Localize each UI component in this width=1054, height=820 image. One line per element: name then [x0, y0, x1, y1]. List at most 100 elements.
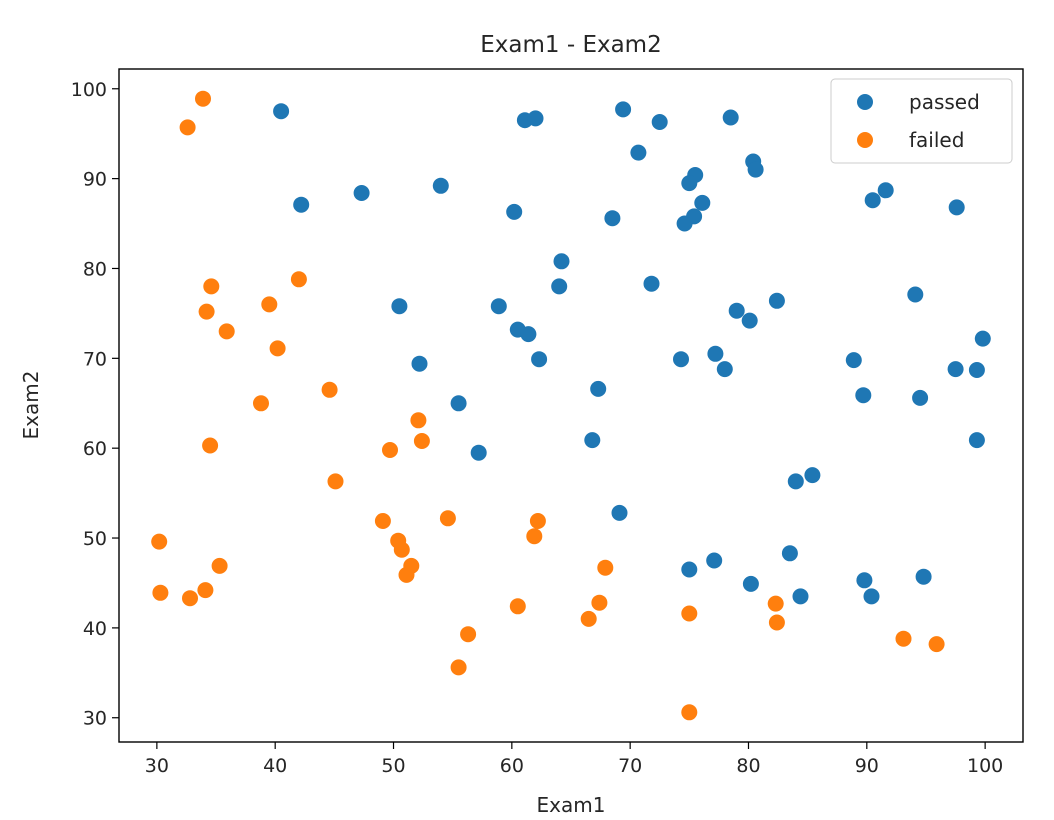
- point-passed-13: [681, 175, 698, 192]
- point-failed-26: [152, 584, 169, 601]
- point-passed-43: [855, 387, 872, 404]
- point-passed-57: [856, 572, 873, 589]
- point-passed-58: [863, 588, 880, 605]
- point-passed-22: [553, 253, 570, 270]
- point-failed-18: [526, 528, 543, 545]
- point-passed-25: [768, 292, 785, 309]
- y-tick-label-30: 30: [83, 708, 107, 730]
- y-tick-label-40: 40: [83, 618, 107, 640]
- point-failed-7: [269, 340, 286, 357]
- point-failed-29: [591, 594, 608, 611]
- point-failed-3: [203, 278, 220, 295]
- point-passed-14: [877, 182, 894, 199]
- point-failed-5: [198, 303, 215, 320]
- legend-marker-passed: [857, 94, 873, 110]
- point-passed-42: [590, 380, 607, 397]
- point-failed-25: [597, 559, 614, 576]
- point-failed-36: [928, 636, 945, 653]
- point-passed-17: [694, 194, 711, 211]
- x-tick-label-40: 40: [263, 755, 287, 777]
- point-failed-31: [767, 595, 784, 612]
- point-failed-28: [197, 582, 214, 599]
- x-tick-label-80: 80: [736, 755, 760, 777]
- point-passed-30: [391, 298, 408, 315]
- legend: passed failed: [830, 78, 1013, 164]
- legend-marker-failed: [857, 132, 873, 148]
- point-passed-44: [912, 389, 929, 406]
- point-failed-32: [681, 605, 698, 622]
- point-failed-27: [182, 590, 198, 607]
- y-axis-ticks: 30 40 50 60 70 80 90 100: [71, 79, 119, 730]
- legend-label-passed: passed: [909, 90, 980, 114]
- point-passed-29: [974, 330, 991, 347]
- x-tick-label-100: 100: [967, 755, 1003, 777]
- point-failed-30: [509, 598, 526, 615]
- point-passed-2: [353, 185, 370, 201]
- point-passed-39: [845, 352, 862, 369]
- point-passed-49: [804, 467, 821, 484]
- y-axis-label: Exam2: [19, 371, 43, 440]
- point-failed-14: [327, 473, 344, 490]
- point-passed-52: [681, 561, 698, 578]
- point-passed-21: [506, 203, 523, 220]
- point-failed-33: [580, 610, 597, 627]
- point-passed-38: [716, 361, 733, 378]
- y-tick-label-50: 50: [83, 528, 107, 550]
- point-passed-35: [411, 355, 428, 372]
- point-passed-53: [706, 552, 723, 569]
- point-failed-10: [410, 412, 427, 429]
- point-failed-16: [439, 510, 456, 527]
- point-passed-26: [907, 286, 924, 303]
- point-passed-56: [792, 588, 809, 605]
- y-tick-label-80: 80: [83, 258, 107, 280]
- point-passed-1: [293, 196, 310, 213]
- legend-box: [830, 78, 1013, 164]
- point-failed-6: [218, 323, 235, 340]
- y-tick-label-60: 60: [83, 438, 107, 460]
- x-axis-label: Exam1: [537, 793, 606, 817]
- plot-frame: [118, 68, 1024, 743]
- point-failed-11: [413, 433, 430, 449]
- point-passed-51: [611, 504, 628, 521]
- x-tick-label-90: 90: [855, 755, 879, 777]
- point-failed-1: [179, 119, 196, 136]
- point-failed-15: [374, 513, 391, 529]
- point-passed-11: [747, 161, 764, 178]
- points-layer: [151, 90, 991, 721]
- point-passed-7: [651, 114, 668, 130]
- x-tick-label-50: 50: [381, 755, 405, 777]
- point-passed-48: [470, 444, 487, 461]
- legend-label-failed: failed: [909, 128, 964, 152]
- point-passed-37: [707, 345, 724, 362]
- point-passed-59: [915, 568, 932, 585]
- y-tick-label-100: 100: [71, 79, 107, 101]
- point-failed-8: [321, 381, 338, 398]
- point-failed-12: [202, 437, 219, 454]
- point-passed-40: [947, 361, 964, 378]
- point-passed-27: [728, 302, 745, 319]
- point-failed-4: [261, 296, 278, 313]
- point-passed-28: [741, 312, 758, 329]
- point-passed-6: [615, 101, 632, 118]
- point-failed-0: [195, 90, 211, 107]
- point-failed-38: [450, 659, 467, 676]
- point-failed-9: [253, 395, 269, 412]
- point-passed-54: [781, 545, 798, 562]
- point-failed-21: [393, 541, 410, 558]
- point-passed-24: [643, 275, 660, 292]
- point-passed-45: [450, 395, 467, 412]
- point-passed-16: [948, 199, 965, 216]
- y-tick-label-90: 90: [83, 169, 107, 191]
- point-passed-5: [527, 110, 544, 127]
- point-passed-36: [673, 351, 689, 368]
- point-passed-50: [787, 473, 804, 490]
- point-failed-34: [768, 614, 785, 631]
- point-passed-34: [531, 351, 548, 368]
- point-passed-9: [630, 144, 647, 161]
- point-failed-39: [681, 704, 698, 721]
- x-tick-label-30: 30: [145, 755, 169, 777]
- point-failed-2: [290, 271, 307, 288]
- point-failed-24: [211, 557, 228, 574]
- chart-title: Exam1 - Exam2: [480, 32, 661, 58]
